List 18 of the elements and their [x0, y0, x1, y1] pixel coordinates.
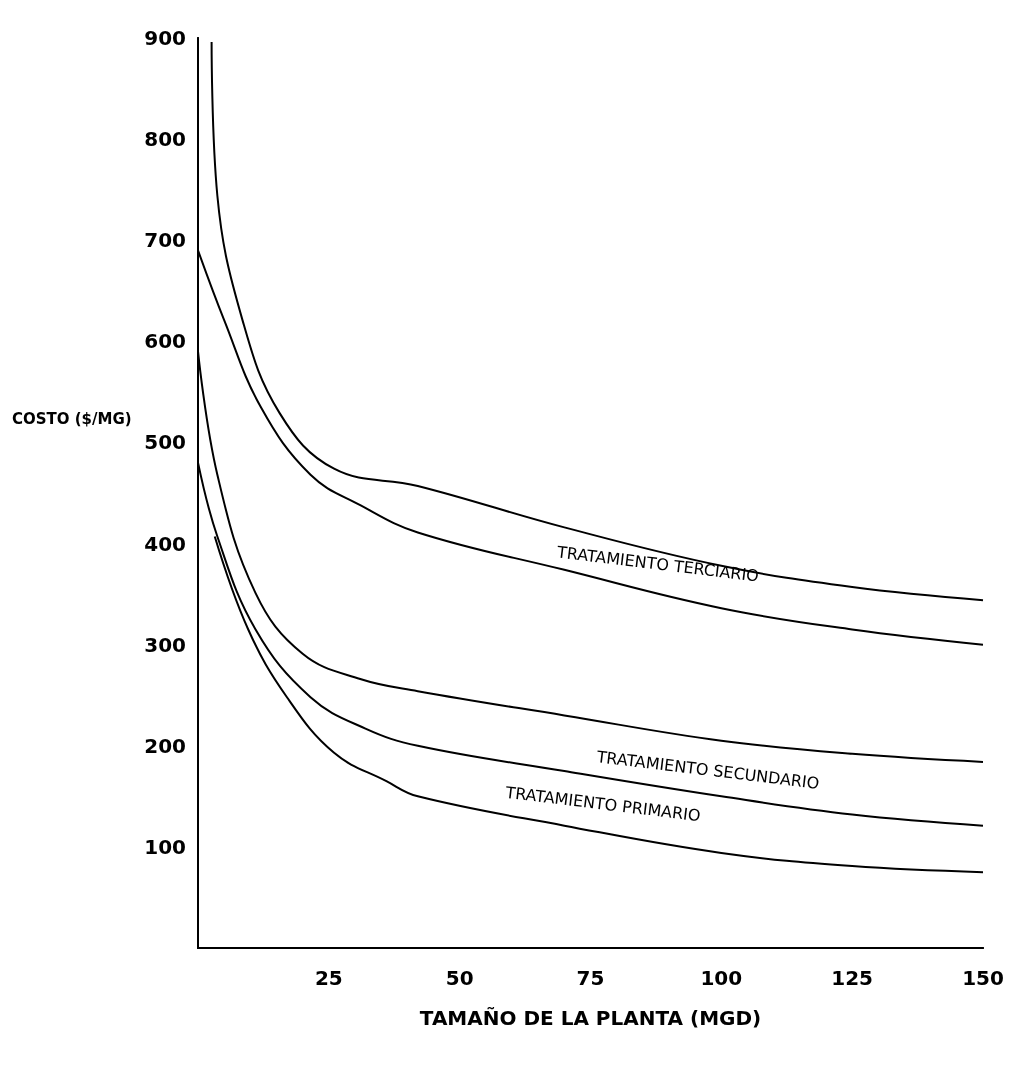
y-tick-label: 900: [144, 26, 186, 50]
y-tick-label: 300: [144, 632, 186, 657]
y-tick-label: 700: [144, 228, 186, 253]
x-tick-label: 125: [831, 966, 874, 990]
annotation: TRATAMIENTO TERCIARIO: [555, 542, 760, 586]
x-tick-label: 100: [700, 966, 743, 990]
x-tick-label: 150: [962, 966, 1004, 990]
x-tick-label: 25: [314, 966, 343, 990]
x-tick-label: 75: [576, 966, 605, 990]
x-axis-title: TAMAÑO DE LA PLANTA (MGD): [419, 1006, 762, 1030]
y-tick-label: 600: [144, 329, 186, 354]
y-tick-label: 200: [144, 733, 186, 758]
y-tick-label: 800: [144, 127, 186, 152]
y-tick-label: 500: [144, 430, 186, 455]
y-tick-label: 100: [144, 834, 186, 859]
x-tick-label: 50: [445, 966, 474, 990]
y-axis-title: COSTO ($/MG): [12, 410, 132, 428]
y-tick-label: 400: [144, 531, 186, 556]
